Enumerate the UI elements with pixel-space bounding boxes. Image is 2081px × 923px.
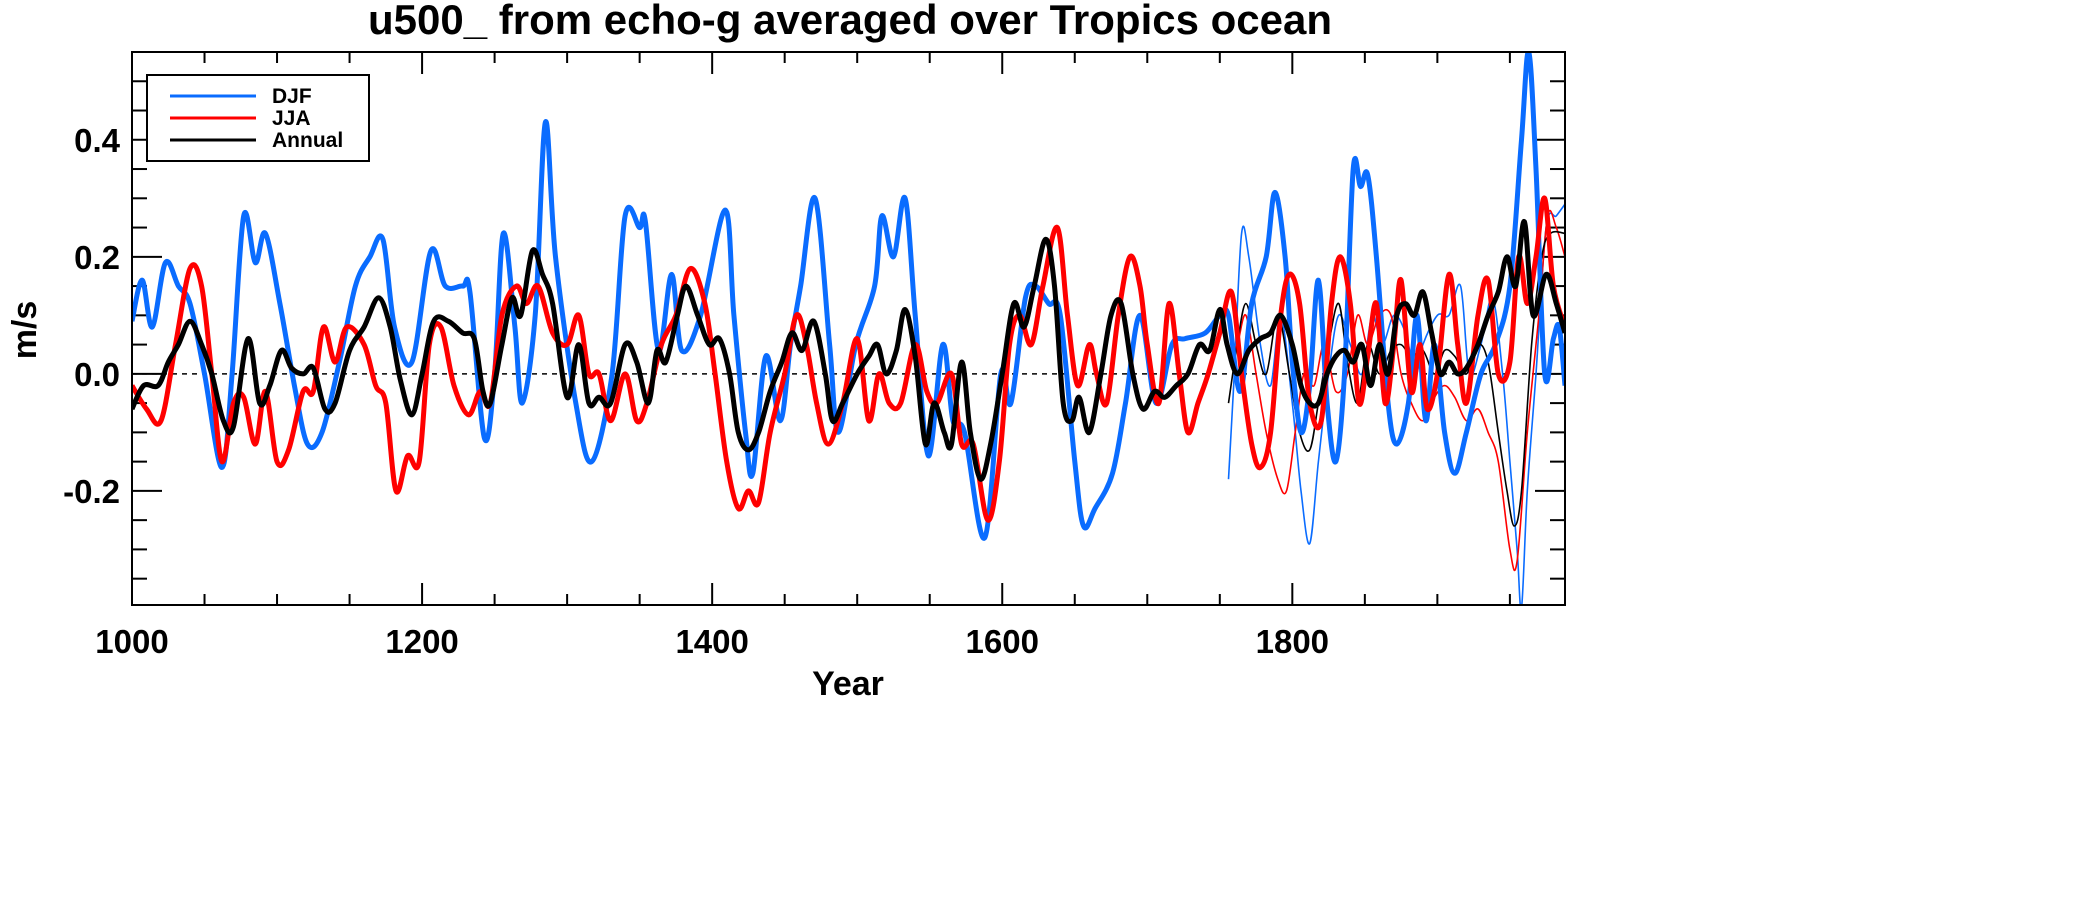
y-tick-label: 0.4 [74, 122, 121, 159]
x-tick-label: 1600 [966, 623, 1039, 660]
y-tick-label: 0.0 [74, 356, 120, 393]
jja-series-line [132, 195, 1565, 523]
y-axis-label: m/s [6, 301, 44, 360]
plot-frame [131, 51, 1566, 606]
thin-4-series-line [1227, 209, 1565, 572]
legend: DJF JJA Annual [146, 74, 370, 162]
series-lines [131, 51, 1566, 606]
y-tick-label: -0.2 [63, 473, 120, 510]
x-tick-label: 1400 [675, 623, 748, 660]
thin-5-series-line [1227, 230, 1565, 527]
annual-series-line [132, 219, 1565, 482]
axis-ticks: 1000 1200 1400 1600 1800 -0.2 0.0 0.2 0.4 [63, 52, 1565, 660]
legend-label-annual: Annual [272, 129, 343, 152]
x-tick-label: 1200 [385, 623, 458, 660]
legend-label-djf: DJF [272, 85, 312, 108]
djf-series-line [132, 52, 1565, 541]
y-tick-label: 0.2 [74, 239, 120, 276]
chart-title: u500_ from echo-g averaged over Tropics … [368, 0, 1332, 43]
x-tick-label: 1800 [1256, 623, 1329, 660]
legend-label-jja: JJA [272, 107, 311, 130]
x-axis-label: Year [812, 665, 884, 703]
x-tick-label: 1000 [95, 623, 168, 660]
